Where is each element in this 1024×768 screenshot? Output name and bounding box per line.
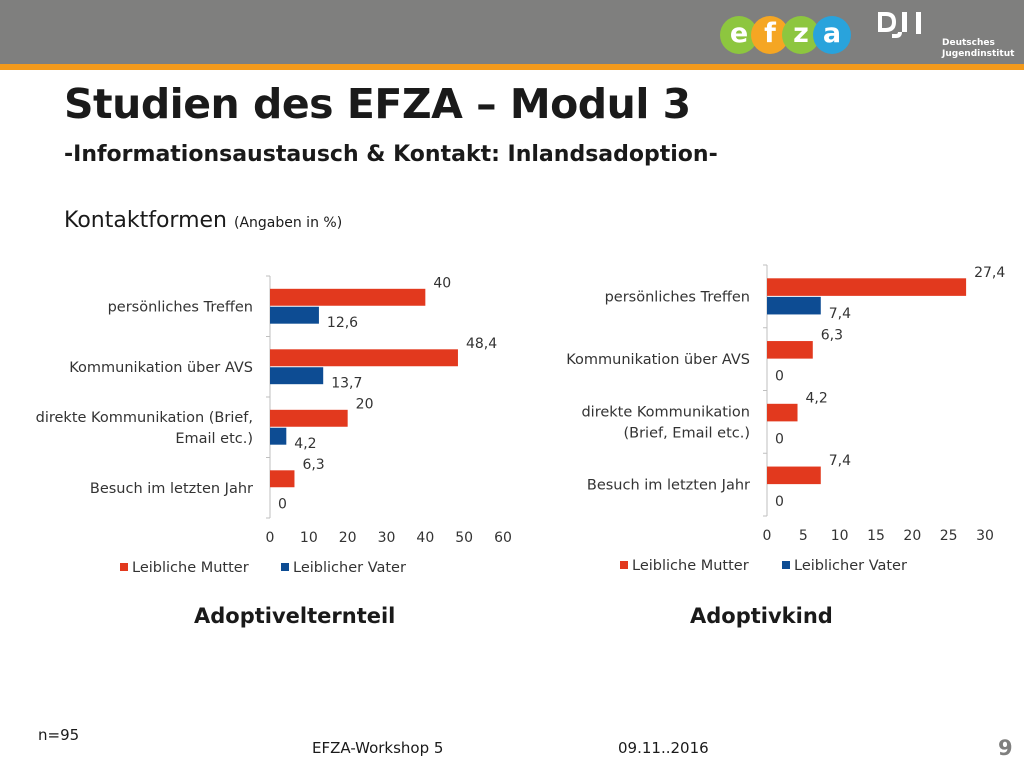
x-tick-label: 0 <box>266 530 275 546</box>
x-tick-label: 20 <box>903 528 921 544</box>
data-label: 13,7 <box>331 376 362 392</box>
chart-title-adoptivelternteil: Adoptivelternteil <box>194 604 396 628</box>
data-label: 0 <box>278 497 287 513</box>
x-tick-label: 5 <box>799 528 808 544</box>
header-accent-line <box>0 64 1024 70</box>
category-label: direkte Kommunikation <box>581 404 750 420</box>
bar-vater <box>270 427 287 445</box>
bar-vater <box>270 306 319 324</box>
data-label: 4,2 <box>806 390 828 406</box>
category-label: Besuch im letzten Jahr <box>587 478 750 494</box>
data-label: 7,4 <box>829 306 851 322</box>
x-tick-label: 30 <box>976 528 994 544</box>
dji-line-2: Jugendinstitut <box>942 49 1015 59</box>
bar-vater <box>767 296 821 315</box>
bar-mutter <box>270 288 426 306</box>
legend-label: Leibliche Mutter <box>632 558 749 574</box>
category-label: persönliches Treffen <box>108 299 253 315</box>
category-label: Besuch im letzten Jahr <box>90 481 253 497</box>
x-tick-label: 25 <box>940 528 958 544</box>
data-label: 0 <box>775 431 784 447</box>
x-tick-label: 10 <box>300 530 318 546</box>
x-tick-label: 30 <box>378 530 396 546</box>
data-label: 6,3 <box>821 328 843 344</box>
legend-swatch <box>281 563 289 571</box>
data-label: 12,6 <box>327 315 358 331</box>
bar-mutter <box>270 470 295 488</box>
footer-date: 09.11..2016 <box>618 739 709 757</box>
data-label: 7,4 <box>829 453 851 469</box>
section-note: (Angaben in %) <box>233 215 343 231</box>
bar-vater <box>270 367 324 385</box>
section-heading: Kontaktformen (Angaben in %) <box>64 208 342 233</box>
data-label: 40 <box>433 275 451 291</box>
category-label: direkte Kommunikation (Brief, <box>36 410 253 426</box>
dji-mark-icon <box>878 12 921 38</box>
category-label: Email etc.) <box>175 431 253 447</box>
bar-mutter <box>767 403 798 422</box>
efza-logo-letter: z <box>782 16 820 54</box>
dji-wordmark: Deutsches Jugendinstitut <box>942 38 1022 60</box>
category-label: (Brief, Email etc.) <box>623 425 750 441</box>
x-tick-label: 60 <box>494 530 512 546</box>
bar-mutter <box>270 349 458 367</box>
category-label: Kommunikation über AVS <box>69 360 253 376</box>
x-tick-label: 0 <box>763 528 772 544</box>
legend-label: Leibliche Mutter <box>132 560 249 576</box>
page-number: 9 <box>998 736 1013 760</box>
legend-label: Leiblicher Vater <box>794 558 907 574</box>
bar-mutter <box>767 278 967 296</box>
chart-adoptivkind: persönliches Treffen 27,4 7,4 Kommunikation… <box>566 264 1005 574</box>
data-label: 4,2 <box>294 436 316 452</box>
legend-label: Leiblicher Vater <box>293 560 406 576</box>
x-tick-label: 40 <box>416 530 434 546</box>
dji-logo: Deutsches Jugendinstitut <box>876 8 1016 62</box>
sample-size: n=95 <box>38 726 80 744</box>
bar-mutter <box>270 409 348 427</box>
legend-swatch <box>120 563 128 571</box>
x-tick-label: 20 <box>339 530 357 546</box>
data-label: 20 <box>356 396 374 412</box>
data-label: 48,4 <box>466 336 497 352</box>
slide-title: Studien des EFZA – Modul 3 <box>64 80 691 128</box>
x-tick-label: 50 <box>455 530 473 546</box>
data-label: 0 <box>775 494 784 510</box>
dji-line-1: Deutsches <box>942 38 995 48</box>
footer-event: EFZA-Workshop 5 <box>312 739 444 757</box>
data-label: 6,3 <box>302 457 324 473</box>
x-tick-label: 10 <box>831 528 849 544</box>
category-label: persönliches Treffen <box>605 289 750 305</box>
efza-logo: e f z a <box>720 16 851 54</box>
header-bar <box>0 0 1024 64</box>
bar-mutter <box>767 341 813 359</box>
legend-swatch <box>782 561 790 569</box>
bar-mutter <box>767 466 821 485</box>
chart-title-adoptivkind: Adoptivkind <box>690 604 833 628</box>
chart-adoptivelternteil: persönliches Treffen 40 12,6 Kommunikation … <box>36 275 512 576</box>
slide-subtitle: -Informationsaustausch & Kontakt: Inland… <box>64 142 718 167</box>
efza-logo-letter: a <box>813 16 851 54</box>
category-label: Kommunikation über AVS <box>566 352 750 368</box>
legend-swatch <box>620 561 628 569</box>
x-tick-label: 15 <box>867 528 885 544</box>
section-label: Kontaktformen <box>64 208 227 233</box>
data-label: 27,4 <box>974 265 1005 281</box>
data-label: 0 <box>775 369 784 385</box>
